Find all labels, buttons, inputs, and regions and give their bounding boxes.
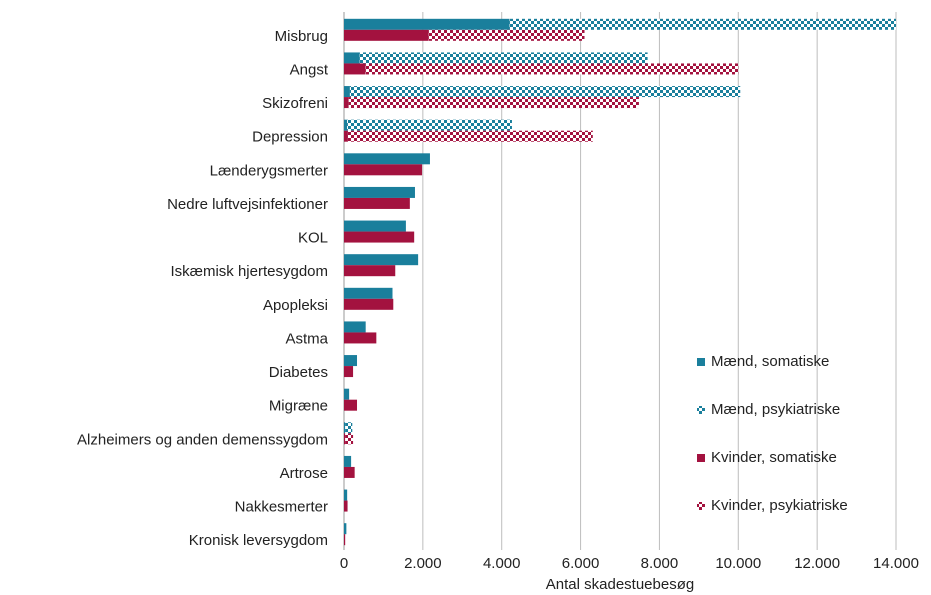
bar xyxy=(344,29,429,41)
y-tick-label: Depression xyxy=(252,129,328,146)
legend-marker xyxy=(697,454,705,462)
legend-marker xyxy=(697,502,705,510)
y-tick-label: Iskæmisk hjertesygdom xyxy=(170,263,328,280)
bar xyxy=(344,130,348,142)
x-tick-label: 0 xyxy=(340,555,348,572)
y-tick-label: Astma xyxy=(285,330,328,347)
bar xyxy=(345,433,354,445)
y-tick-label: Kronisk leversygdom xyxy=(189,532,328,549)
legend-label: Mænd, somatiske xyxy=(711,353,829,370)
bar xyxy=(344,153,430,165)
bar xyxy=(344,18,510,30)
legend-label: Kvinder, somatiske xyxy=(711,449,837,466)
bar xyxy=(344,186,415,198)
bar xyxy=(365,63,739,75)
bar xyxy=(344,86,350,98)
bar xyxy=(344,433,346,445)
y-tick-label: Migræne xyxy=(269,398,328,415)
bar xyxy=(345,422,353,434)
x-tick-label: 2.000 xyxy=(404,555,442,572)
bar xyxy=(344,321,366,333)
bar xyxy=(344,220,406,232)
bar xyxy=(344,332,377,344)
y-tick-label: KOL xyxy=(298,230,328,247)
legend-label: Kvinder, psykiatriske xyxy=(711,497,848,514)
bar xyxy=(344,265,396,277)
y-tick-label: Misbrug xyxy=(275,28,328,45)
bar xyxy=(344,298,394,310)
bar xyxy=(344,287,393,299)
bar xyxy=(344,231,415,243)
y-tick-label: Nedre luftvejsinfektioner xyxy=(167,196,328,213)
bar xyxy=(344,455,352,467)
bar xyxy=(344,399,358,411)
x-tick-label: 6.000 xyxy=(562,555,600,572)
x-tick-label: 8.000 xyxy=(641,555,679,572)
bar xyxy=(344,197,410,209)
bar xyxy=(359,52,648,64)
bar xyxy=(344,534,346,546)
y-tick-label: Diabetes xyxy=(269,364,328,381)
bar xyxy=(347,119,512,131)
legend-marker xyxy=(697,406,705,414)
bar xyxy=(344,422,346,434)
bar xyxy=(349,86,741,98)
legend-marker xyxy=(697,358,705,366)
x-tick-label: 14.000 xyxy=(873,555,919,572)
x-tick-label: 12.000 xyxy=(794,555,840,572)
bar xyxy=(344,97,349,109)
bar xyxy=(347,130,593,142)
y-tick-label: Apopleksi xyxy=(263,297,328,314)
y-tick-label: Angst xyxy=(290,61,329,78)
y-tick-label: Skizofreni xyxy=(262,95,328,112)
bar xyxy=(348,97,639,109)
bar xyxy=(344,164,423,176)
y-tick-label: Lænderygsmerter xyxy=(210,162,328,179)
x-tick-label: 10.000 xyxy=(715,555,761,572)
y-tick-label: Nakkesmerter xyxy=(235,499,328,516)
legend-label: Mænd, psykiatriske xyxy=(711,401,840,418)
bar xyxy=(344,388,350,400)
bar xyxy=(344,489,348,501)
bar xyxy=(344,366,354,378)
bar xyxy=(344,119,348,131)
x-axis-title: Antal skadestuebesøg xyxy=(546,576,694,593)
bar xyxy=(344,52,360,64)
x-tick-label: 4.000 xyxy=(483,555,521,572)
bar xyxy=(344,254,419,266)
y-tick-label: Alzheimers og anden demenssygdom xyxy=(77,431,328,448)
bar xyxy=(344,355,358,367)
bar xyxy=(509,18,896,30)
bar xyxy=(344,500,348,512)
bar xyxy=(344,523,347,535)
bar xyxy=(428,29,585,41)
bar xyxy=(344,466,355,478)
bar xyxy=(344,63,366,75)
y-tick-label: Artrose xyxy=(280,465,328,482)
